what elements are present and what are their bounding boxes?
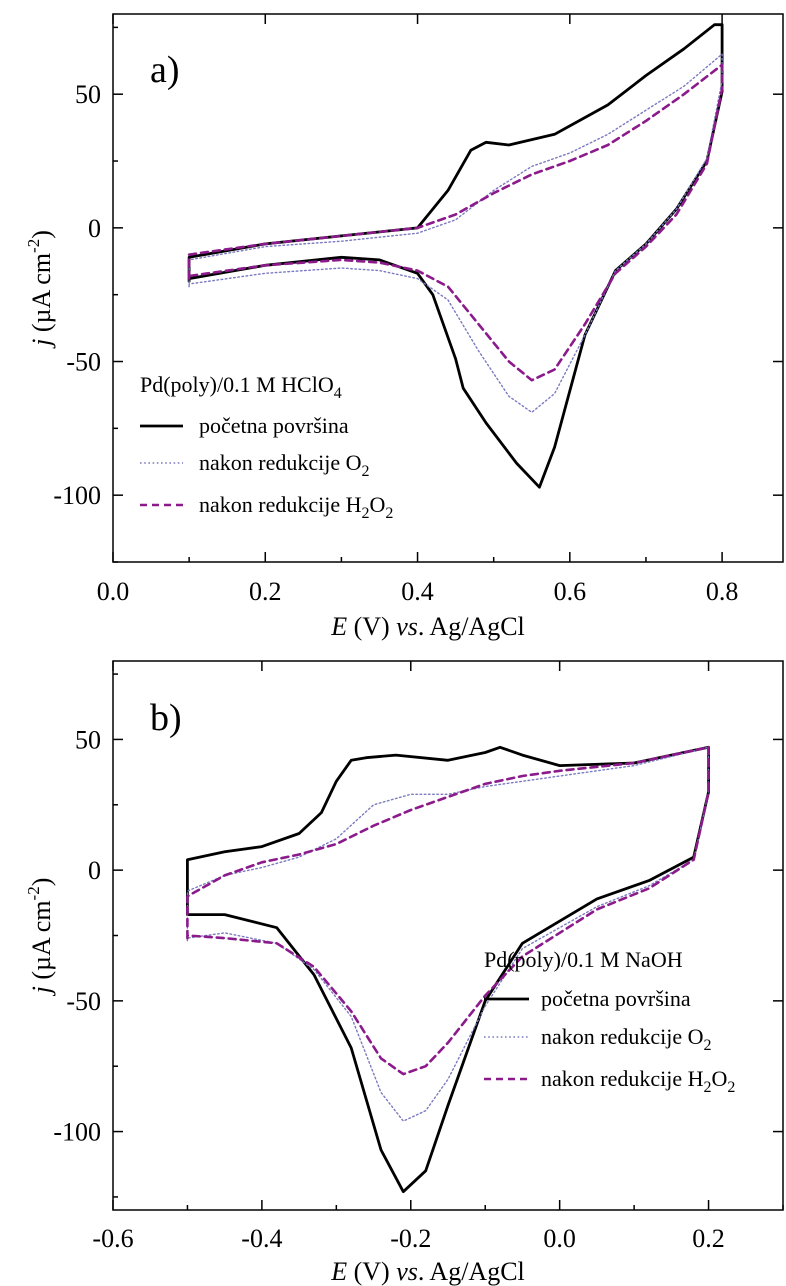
legend-title: Pd(poly)/0.1 M HClO4 <box>140 372 342 402</box>
chart-panel-a: 0.0 0.2 0.4 0.6 0.8 50 0 -50 -100 E (V) vs. Ag/Ag… <box>24 13 784 641</box>
x-tick-label: 0.6 <box>554 577 587 606</box>
legend-entry-subscript: 2 <box>362 505 370 522</box>
y-tick-label: -100 <box>53 481 101 510</box>
y-axis-unit: (µA cm <box>27 900 56 986</box>
legend-entry: nakon redukcije O2 <box>199 450 370 480</box>
legend-title: Pd(poly)/0.1 M NaOH <box>484 947 683 972</box>
series-line-initial-surface <box>186 745 710 1194</box>
legend-entry: početna površina <box>199 413 349 438</box>
legend-entry: nakon redukcije H2O2 <box>199 492 393 522</box>
y-tick-label: -50 <box>66 987 101 1016</box>
legend-entry-label: nakon redukcije H <box>541 1066 704 1091</box>
x-tick-label: 0.0 <box>543 1224 576 1253</box>
legend: Pd(poly)/0.1 M NaOH početna površina nakon… <box>484 947 735 1096</box>
legend-title-text: Pd(poly)/0.1 M NaOH <box>484 947 683 972</box>
x-axis-unit: (V) <box>347 1257 396 1286</box>
x-axis-reference: . Ag/AgCl <box>418 1257 525 1286</box>
x-tick-label: 0.8 <box>706 577 739 606</box>
x-tick-label: 0.2 <box>692 1224 725 1253</box>
legend-entry-label-tail: O <box>370 492 386 517</box>
y-axis-title: j (µA cm-2) <box>24 230 56 349</box>
legend-entry-subscript: 2 <box>727 1079 735 1096</box>
y-axis-close: ) <box>27 878 56 887</box>
x-tick-label: -0.4 <box>241 1224 282 1253</box>
legend-entry-subscript: 2 <box>362 463 370 480</box>
y-axis-close: ) <box>27 230 56 239</box>
x-tick-label: 0.0 <box>97 577 130 606</box>
legend-entry: početna površina <box>541 986 691 1011</box>
y-axis-unit-exponent: -2 <box>24 886 43 900</box>
legend-title-text: Pd(poly)/0.1 M HClO <box>140 372 334 397</box>
y-axis-symbol: j <box>27 986 56 996</box>
x-axis-vs: vs <box>396 1257 418 1286</box>
y-tick-label: 50 <box>75 80 101 109</box>
x-tick-label: -0.6 <box>92 1224 133 1253</box>
panel-label: b) <box>150 697 182 739</box>
series-line-after-h2o2-reduction <box>187 63 724 382</box>
y-axis-unit-exponent: -2 <box>24 239 43 253</box>
legend-title-subscript: 4 <box>334 385 342 402</box>
x-axis-reference: . Ag/AgCl <box>418 612 525 641</box>
chart-panel-b: -0.6 -0.4 -0.2 0.0 0.2 50 0 -50 -100 E (V) vs. Ag… <box>24 660 784 1286</box>
y-axis-symbol: j <box>27 339 56 349</box>
series-line-after-h2o2-reduction <box>186 746 710 1076</box>
legend-entry-label: nakon redukcije O <box>199 450 362 475</box>
x-axis-title: E (V) vs. Ag/AgCl <box>330 1257 525 1286</box>
y-tick-label: 50 <box>75 725 101 754</box>
legend-entry-label: početna površina <box>541 986 691 1011</box>
x-tick-label: -0.2 <box>390 1224 431 1253</box>
y-tick-label: 0 <box>88 856 101 885</box>
legend-entry-subscript: 2 <box>704 1037 712 1054</box>
legend-entry-label: nakon redukcije H <box>199 492 362 517</box>
x-tick-label: 0.4 <box>401 577 434 606</box>
legend-entry-label: početna površina <box>199 413 349 438</box>
legend-entry: nakon redukcije H2O2 <box>541 1066 735 1096</box>
legend-entry-subscript: 2 <box>385 505 393 522</box>
x-axis-title: E (V) vs. Ag/AgCl <box>330 612 525 641</box>
legend-entry: nakon redukcije O2 <box>541 1024 712 1054</box>
x-tick-label: 0.2 <box>249 577 282 606</box>
y-axis-unit: (µA cm <box>27 253 56 339</box>
plot-frame <box>112 13 784 563</box>
y-tick-label: -100 <box>53 1118 101 1147</box>
x-axis-unit: (V) <box>347 612 396 641</box>
panel-label: a) <box>150 49 180 91</box>
y-tick-label: -50 <box>66 348 101 377</box>
y-tick-label: 0 <box>88 214 101 243</box>
series-line-after-o2-reduction <box>186 746 710 1122</box>
x-axis-symbol: E <box>330 612 347 641</box>
legend-entry-label-tail: O <box>712 1066 728 1091</box>
plot-frame <box>112 660 784 1211</box>
x-axis-vs: vs <box>396 612 418 641</box>
legend-entry-subscript: 2 <box>704 1079 712 1096</box>
legend-entry-label: nakon redukcije O <box>541 1024 704 1049</box>
y-axis-title: j (µA cm-2) <box>24 878 56 997</box>
x-axis-symbol: E <box>330 1257 347 1286</box>
legend: Pd(poly)/0.1 M HClO4 početna površina nako… <box>140 372 393 522</box>
